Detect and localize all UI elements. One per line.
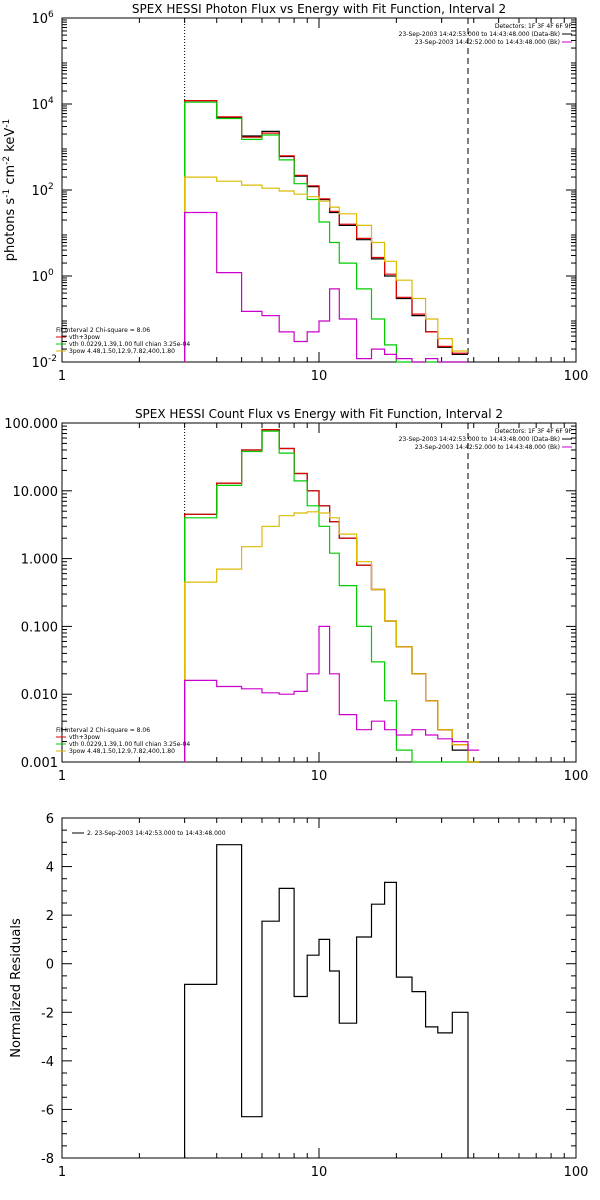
y-axis-label-part: photons s bbox=[3, 198, 18, 262]
y-tick-label-exponent: 0 bbox=[48, 268, 54, 278]
y-tick-label: -6 bbox=[41, 1103, 54, 1118]
x-tick-label-count: 1 bbox=[58, 769, 66, 784]
y-tick-label: 0 bbox=[46, 958, 54, 973]
x-tick-label-photon: 100 bbox=[564, 369, 589, 384]
y-axis-label-part: cm bbox=[3, 165, 18, 189]
chart-title: SPEX HESSI Count Flux vs Energy with Fit… bbox=[135, 407, 503, 421]
x-tick-label-residual: 1 bbox=[58, 1165, 66, 1180]
x-tick-label-residual: 100 bbox=[564, 1165, 589, 1180]
y-axis-label-exponent: -2 bbox=[2, 156, 12, 165]
y-tick-label-exponent: 6 bbox=[48, 10, 54, 20]
series-line-3 bbox=[183, 511, 480, 763]
fit-legend-header: Fit Interval 2 Chi-square = 8.06 bbox=[56, 727, 150, 734]
chart-title: SPEX HESSI Photon Flux vs Energy with Fi… bbox=[132, 2, 506, 16]
plot-frame bbox=[61, 422, 577, 763]
fit-legend-label: vth+3pow bbox=[69, 334, 100, 341]
y-tick-label: -4 bbox=[41, 1055, 54, 1070]
photon-flux-chart: SPEX HESSI Photon Flux vs Energy with Fi… bbox=[2, 2, 588, 384]
series-line-2 bbox=[183, 430, 480, 763]
series-line-1 bbox=[183, 100, 468, 363]
y-tick-label-base: 10 bbox=[31, 356, 48, 371]
count-flux-chart: SPEX HESSI Count Flux vs Energy with Fit… bbox=[4, 407, 588, 784]
fit-legend-label: 3pow 4.48,1.50,12.9,7.82,400,1.80 bbox=[69, 748, 175, 755]
y-tick-label-exponent: 4 bbox=[48, 96, 54, 106]
y-axis-label-exponent: -1 bbox=[2, 189, 12, 198]
fit-legend-label: vth 0.0229,1.39,1.00 full chian 3.25e-04 bbox=[69, 341, 190, 348]
legend-entry-label: 2. 23-Sep-2003 14:42:53.000 to 14:43:48.… bbox=[87, 830, 226, 837]
y-tick-label: 6 bbox=[46, 812, 54, 827]
y-tick-label: -2 bbox=[41, 1006, 54, 1021]
y-tick-label: 0.100 bbox=[21, 620, 58, 635]
y-tick-label: 1.000 bbox=[21, 553, 58, 568]
legend-header: Detectors: 1F 3F 4F 6F 9F bbox=[495, 23, 573, 30]
y-tick-label-base: 10 bbox=[31, 98, 48, 113]
fit-legend-label: vth 0.0229,1.39,1.00 full chian 3.25e-04 bbox=[69, 741, 190, 748]
legend-entry-label: 23-Sep-2003 14:42:52.000 to 14:43:48.000… bbox=[415, 39, 560, 46]
y-tick-label-base: 10 bbox=[31, 184, 48, 199]
y-tick-label: 0.010 bbox=[21, 688, 58, 703]
y-axis-label: photons s-1 cm-2 keV-1 bbox=[2, 119, 18, 261]
x-tick-label-photon: 10 bbox=[311, 369, 328, 384]
legend-entry-label: 23-Sep-2003 14:42:53.000 to 14:43:48.000… bbox=[399, 436, 560, 443]
series-line-0 bbox=[184, 844, 469, 1158]
series-line-3 bbox=[183, 176, 468, 363]
plot-frame bbox=[61, 817, 577, 1159]
y-tick-label-base: 10 bbox=[31, 270, 48, 285]
series-line-4 bbox=[183, 211, 468, 363]
series-line-1 bbox=[183, 429, 480, 763]
x-tick-label-residual: 10 bbox=[311, 1165, 328, 1180]
legend-entry-label: 23-Sep-2003 14:42:53.000 to 14:43:48.000… bbox=[399, 31, 560, 38]
y-tick-label-exponent: -2 bbox=[48, 354, 57, 364]
y-tick-label-base: 10 bbox=[31, 12, 48, 27]
y-axis-label-exponent: -1 bbox=[2, 119, 12, 128]
y-tick-label: 100.000 bbox=[4, 417, 58, 432]
fit-legend-label: vth+3pow bbox=[69, 734, 100, 741]
fit-legend-label: 3pow 4.48,1.50,12.9,7.82,400,1.80 bbox=[69, 348, 175, 355]
y-tick-label: 10.000 bbox=[13, 485, 59, 500]
y-tick-label: 4 bbox=[46, 861, 54, 876]
series-line-4 bbox=[183, 625, 480, 763]
y-tick-label: 2 bbox=[46, 909, 54, 924]
legend-entry-label: 23-Sep-2003 14:42:52.000 to 14:43:48.000… bbox=[415, 444, 560, 451]
y-tick-label-exponent: 2 bbox=[48, 182, 54, 192]
x-tick-label-photon: 1 bbox=[58, 369, 66, 384]
legend-header: Detectors: 1F 3F 4F 6F 9F bbox=[495, 428, 573, 435]
x-tick-label-count: 10 bbox=[311, 769, 328, 784]
y-tick-label: 0.001 bbox=[21, 756, 58, 771]
y-axis-label-part: keV bbox=[3, 128, 18, 156]
x-tick-label-count: 100 bbox=[564, 769, 589, 784]
y-axis-label: Normalized Residuals bbox=[9, 918, 24, 1058]
residuals-chart: 1 10 100 -8 -6 -4 -2 0 2 4 6 Normalized Residuals 2.… bbox=[9, 812, 588, 1180]
series-line-0 bbox=[183, 429, 480, 763]
y-tick-label: -8 bbox=[41, 1152, 54, 1167]
fit-legend-header: Fit Interval 2 Chi-square = 8.06 bbox=[56, 327, 150, 334]
